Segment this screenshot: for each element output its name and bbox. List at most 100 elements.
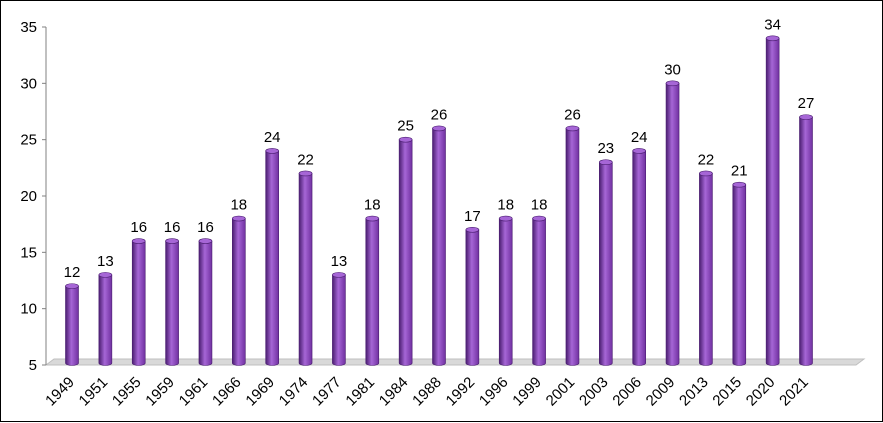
bar: [398, 136, 413, 366]
data-label: 13: [331, 253, 348, 270]
x-tick-label: 1969: [242, 374, 278, 410]
bar-top: [265, 148, 279, 154]
x-tick-label: 2013: [676, 374, 712, 410]
x-tick-label: 1951: [76, 374, 112, 410]
bar: [165, 238, 179, 366]
y-tick-label: 25: [20, 132, 37, 149]
bar-body: [632, 150, 646, 366]
x-tick-label: 2021: [776, 374, 812, 410]
bar: [498, 215, 513, 366]
bar-top: [298, 170, 313, 177]
bar-body: [198, 240, 213, 366]
bar-body: [365, 218, 380, 366]
x-tick-label: 1961: [176, 374, 212, 410]
bar-body: [465, 229, 480, 366]
bar-body: [332, 274, 346, 366]
data-label: 24: [631, 129, 648, 146]
bar-top: [599, 159, 613, 165]
x-tick-label: 2003: [576, 374, 612, 410]
bar: [265, 148, 279, 366]
data-label: 21: [731, 163, 748, 180]
data-label: 26: [431, 106, 448, 123]
bar-top: [498, 215, 513, 222]
data-label: 18: [497, 197, 514, 214]
data-label: 16: [164, 219, 181, 236]
bar-body: [532, 218, 546, 366]
bar: [465, 227, 480, 366]
bar-body: [398, 139, 413, 366]
bar-top: [131, 238, 146, 244]
bar-body: [165, 240, 179, 366]
bar-top: [699, 170, 713, 177]
bar-top: [799, 114, 813, 120]
bar: [432, 125, 446, 366]
bar: [599, 159, 613, 366]
bars: [65, 35, 813, 366]
x-tick-label: 2020: [743, 374, 779, 410]
y-tick-labels: 5 10 15 20 25 30 35: [20, 19, 37, 374]
x-tick-label: 1959: [142, 374, 178, 410]
bar-top: [365, 215, 380, 222]
bar: [98, 272, 113, 366]
x-tick-label: 1988: [409, 374, 445, 410]
bar: [532, 215, 546, 366]
bar-top: [732, 181, 747, 188]
data-label: 22: [698, 151, 715, 168]
data-label: 23: [597, 140, 614, 157]
bar-body: [765, 37, 780, 366]
bar-top: [532, 215, 546, 222]
data-label: 22: [297, 151, 314, 168]
bar-body: [298, 173, 313, 366]
bar: [65, 283, 79, 366]
x-tick-label: 2015: [709, 374, 745, 410]
x-tick-label: 1992: [443, 374, 479, 410]
x-tick-label: 1996: [476, 374, 512, 410]
bar-body: [65, 285, 79, 366]
bar-top: [765, 35, 780, 42]
bar: [131, 238, 146, 366]
bar: [765, 35, 780, 366]
data-label: 25: [397, 118, 414, 135]
y-tick-label: 5: [29, 357, 37, 374]
y-axis: [42, 26, 47, 366]
bar-top: [65, 283, 79, 289]
x-tick-label: 1974: [276, 374, 312, 410]
bar-body: [665, 83, 680, 366]
data-labels: 12 13 16 16 16 18 24 22 13 18 25 26 17 18 18 26 23 24 30 22…: [64, 16, 815, 281]
bar-body: [732, 184, 747, 366]
data-label: 16: [130, 219, 147, 236]
data-label: 13: [97, 253, 114, 270]
bar-body: [232, 218, 246, 366]
data-label: 24: [264, 129, 281, 146]
bar: [732, 181, 747, 366]
x-tick-label: 2006: [609, 374, 645, 410]
bar-body: [265, 150, 279, 366]
x-tick-label: 1999: [509, 374, 545, 410]
bar-top: [665, 80, 680, 87]
bar-top: [165, 238, 179, 244]
bar: [665, 80, 680, 366]
data-label: 12: [64, 264, 81, 281]
bar-top: [432, 125, 446, 132]
bar: [232, 215, 246, 366]
bar-body: [799, 116, 813, 366]
bar: [198, 238, 213, 366]
bar-body: [498, 218, 513, 366]
bar: [632, 148, 646, 366]
data-label: 30: [664, 61, 681, 78]
bar-body: [599, 161, 613, 366]
bar-top: [198, 238, 213, 244]
bar-top: [465, 227, 480, 233]
chart-floor: [44, 358, 866, 366]
x-tick-labels: 1949195119551959196119661969197419771981…: [42, 374, 812, 410]
bar: [332, 272, 346, 366]
y-tick-label: 35: [20, 19, 37, 36]
bar-top: [632, 148, 646, 154]
floor-plane: [44, 358, 866, 366]
bar-body: [131, 240, 146, 366]
data-label: 27: [798, 95, 815, 112]
data-label: 16: [197, 219, 214, 236]
y-tick-label: 30: [20, 75, 37, 92]
